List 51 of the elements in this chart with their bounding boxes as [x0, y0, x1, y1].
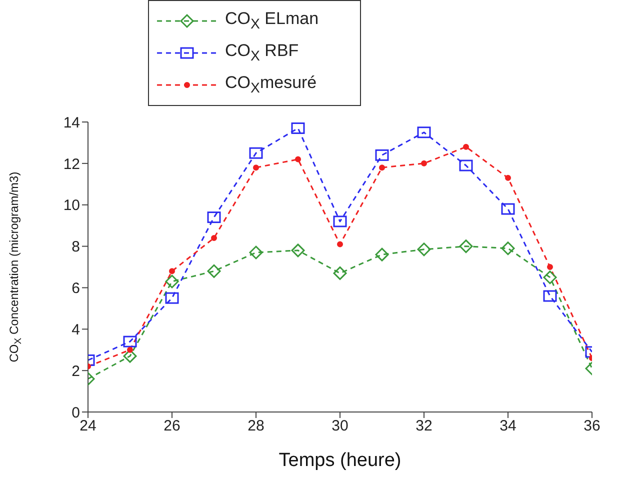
- point: [249, 147, 263, 159]
- y-tick-label: 4: [72, 321, 80, 338]
- point: [249, 246, 263, 260]
- point: [291, 122, 305, 134]
- point: [463, 144, 469, 150]
- legend-label: CO$_{X}$ ELman: [225, 9, 319, 33]
- point: [207, 264, 221, 278]
- point: [169, 268, 175, 274]
- point: [547, 264, 553, 270]
- point: [379, 164, 385, 171]
- point: [207, 212, 221, 224]
- legend-label: CO$_{X}$ RBF: [225, 41, 299, 65]
- x-tick-label: 26: [164, 418, 180, 435]
- y-tick-label: 0: [72, 404, 80, 422]
- point: [333, 266, 347, 280]
- y-tick-label: 10: [63, 197, 80, 214]
- point: [333, 216, 347, 228]
- point: [375, 248, 389, 262]
- point: [295, 156, 301, 162]
- point: [421, 160, 427, 166]
- x-axis-title: Temps (heure): [278, 450, 402, 471]
- point: [459, 160, 473, 172]
- x-tick-label: 36: [584, 418, 600, 435]
- point: [253, 164, 259, 171]
- point: [543, 270, 557, 284]
- y-tick-label: 12: [63, 156, 80, 173]
- point: [291, 244, 305, 258]
- legend-label: CO$_{X}$mesuré: [225, 73, 317, 97]
- point: [543, 290, 557, 302]
- point: [505, 174, 511, 181]
- point: [123, 336, 137, 348]
- point: [417, 126, 431, 138]
- point: [501, 242, 515, 256]
- y-tick-label: 6: [72, 280, 80, 298]
- point: [127, 346, 133, 353]
- point: [165, 292, 179, 304]
- point: [459, 240, 473, 254]
- point: [165, 274, 179, 288]
- point: [337, 241, 343, 248]
- y-tick-label: 2: [72, 362, 80, 380]
- point: [501, 203, 515, 215]
- x-tick-label: 24: [80, 418, 96, 435]
- y-tick-label: 8: [72, 238, 80, 256]
- y-tick-label: 14: [63, 114, 80, 132]
- point: [211, 235, 217, 241]
- point: [417, 242, 431, 256]
- point: [375, 149, 389, 161]
- x-tick-label: 30: [332, 418, 348, 435]
- x-tick-label: 32: [416, 418, 432, 435]
- x-tick-label: 28: [248, 418, 264, 435]
- x-tick-label: 34: [500, 418, 516, 435]
